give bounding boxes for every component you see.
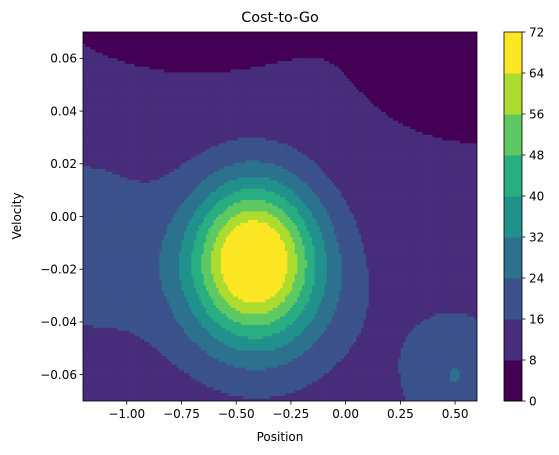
chart-title: Cost-to-Go — [241, 10, 319, 26]
plot-area — [83, 32, 478, 402]
